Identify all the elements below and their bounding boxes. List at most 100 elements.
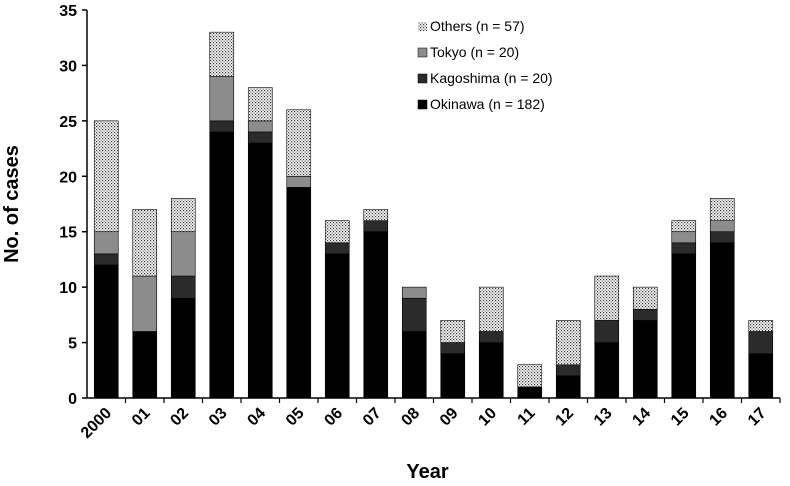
- legend-label: Others (n = 57): [430, 18, 525, 34]
- bar-segment-okinawa-04: [247, 142, 273, 399]
- x-axis-title: Year: [406, 461, 448, 483]
- y-tick-label: 10: [59, 280, 77, 297]
- y-tick-label: 5: [68, 336, 77, 353]
- x-tick-label: 2000: [78, 405, 115, 442]
- bar-segment-kagoshima-04: [247, 131, 273, 144]
- y-tick-label: 35: [59, 3, 77, 20]
- bar-segment-okinawa-17: [748, 353, 774, 399]
- bar-segment-others-03: [209, 31, 235, 77]
- bar-segment-tokyo-08: [401, 286, 427, 299]
- bar-segment-others-12: [555, 320, 581, 366]
- legend-swatch: [418, 22, 427, 31]
- bar-segment-okinawa-09: [440, 353, 466, 399]
- y-tick-label: 20: [59, 169, 77, 186]
- bar-segment-tokyo-02: [170, 231, 196, 277]
- bar-segment-okinawa-05: [286, 187, 312, 399]
- bar-segment-kagoshima-06: [324, 242, 350, 255]
- x-tick-label: 14: [629, 405, 654, 430]
- x-tick-label: 07: [360, 405, 385, 430]
- x-tick-label: 10: [475, 405, 500, 430]
- y-tick-label: 25: [59, 114, 77, 131]
- y-tick-label: 15: [59, 225, 77, 242]
- bar-segment-others-10: [478, 286, 504, 332]
- bars: [93, 31, 774, 399]
- legend-label: Kagoshima (n = 20): [430, 70, 553, 86]
- legend-label: Tokyo (n = 20): [430, 44, 519, 60]
- bar-segment-okinawa-2000: [93, 264, 119, 399]
- bar-segment-okinawa-16: [709, 242, 735, 399]
- bar-segment-kagoshima-15: [671, 242, 697, 255]
- bar-segment-others-11: [517, 364, 543, 388]
- bar-segment-kagoshima-10: [478, 331, 504, 343]
- y-tick-label: 30: [59, 58, 77, 75]
- bar-segment-others-01: [132, 209, 158, 277]
- bar-segment-others-13: [594, 275, 620, 321]
- bar-segment-okinawa-10: [478, 342, 504, 399]
- bar-segment-others-14: [632, 286, 658, 310]
- bar-segment-others-16: [709, 198, 735, 221]
- bar-segment-kagoshima-14: [632, 309, 658, 321]
- x-tick-label: 03: [206, 405, 231, 430]
- bar-segment-kagoshima-08: [401, 297, 427, 332]
- bar-segment-others-15: [671, 220, 697, 233]
- bar-segment-okinawa-11: [517, 386, 543, 399]
- legend-swatch: [417, 73, 428, 84]
- bar-segment-okinawa-03: [209, 131, 235, 399]
- bar-segment-kagoshima-12: [555, 364, 581, 377]
- x-tick-label: 08: [398, 405, 423, 430]
- bar-segment-okinawa-08: [401, 331, 427, 399]
- bar-segment-others-07: [363, 209, 389, 221]
- bar-segment-kagoshima-07: [363, 220, 389, 233]
- bar-segment-tokyo-15: [671, 231, 697, 244]
- bar-segment-okinawa-01: [132, 331, 158, 399]
- x-tick-label: 01: [129, 405, 154, 430]
- y-tick-label: 0: [68, 391, 77, 408]
- x-tick-label: 15: [668, 405, 693, 430]
- bar-segment-others-2000: [93, 120, 119, 233]
- bar-segment-tokyo-16: [709, 220, 735, 233]
- bar-segment-others-09: [440, 320, 466, 343]
- legend-swatch: [417, 47, 428, 58]
- legend-swatch: [417, 99, 428, 110]
- bar-segment-tokyo-01: [132, 275, 158, 332]
- bar-segment-others-02: [170, 198, 196, 233]
- bar-segment-tokyo-05: [286, 175, 312, 188]
- x-tick-label: 02: [167, 405, 192, 430]
- x-tick-label: 16: [706, 405, 731, 430]
- bar-segment-kagoshima-02: [170, 275, 196, 299]
- bar-segment-okinawa-12: [555, 375, 581, 399]
- bar-segment-kagoshima-17: [748, 331, 774, 354]
- bar-segment-okinawa-13: [594, 342, 620, 399]
- bar-segment-kagoshima-16: [709, 231, 735, 244]
- y-axis-ticks: 0 5 10 15 20 25 30 35: [59, 3, 87, 408]
- x-tick-label: 17: [745, 405, 770, 430]
- bar-segment-kagoshima-13: [594, 320, 620, 343]
- bar-segment-others-04: [247, 87, 273, 122]
- x-axis-ticks: 2000 01 02 03 04 05 06 07 08 09 10 11 12 13 14 15 16 17: [78, 398, 781, 442]
- legend-label: Okinawa (n = 182): [430, 96, 545, 112]
- bar-segment-others-17: [748, 320, 774, 332]
- x-tick-label: 05: [283, 405, 308, 430]
- x-tick-label: 04: [244, 405, 269, 430]
- x-tick-label: 06: [321, 405, 346, 430]
- bar-segment-others-06: [324, 220, 350, 244]
- bar-segment-okinawa-06: [324, 253, 350, 399]
- bar-segment-okinawa-14: [632, 320, 658, 399]
- bar-segment-others-05: [286, 109, 312, 177]
- bar-segment-kagoshima-03: [209, 120, 235, 133]
- x-tick-label: 13: [591, 405, 616, 430]
- bar-segment-okinawa-02: [170, 297, 196, 399]
- x-tick-label: 12: [552, 405, 577, 430]
- bar-segment-okinawa-07: [363, 231, 389, 399]
- bar-segment-kagoshima-2000: [93, 253, 119, 266]
- bar-segment-tokyo-04: [247, 120, 273, 133]
- legend: Others (n = 57) Tokyo (n = 20) Kagoshima (…: [417, 18, 553, 112]
- y-axis-title: No. of cases: [1, 145, 23, 263]
- bar-segment-okinawa-15: [671, 253, 697, 399]
- x-tick-label: 09: [437, 405, 462, 430]
- bar-segment-tokyo-03: [209, 76, 235, 122]
- x-tick-label: 11: [515, 405, 539, 429]
- bar-segment-tokyo-2000: [93, 231, 119, 255]
- bar-segment-kagoshima-09: [440, 342, 466, 354]
